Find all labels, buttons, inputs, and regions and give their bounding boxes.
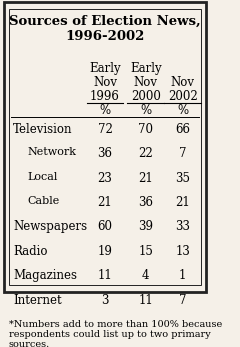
Text: 72: 72 xyxy=(97,123,112,136)
Text: %: % xyxy=(99,104,111,117)
Text: 15: 15 xyxy=(138,245,153,258)
Text: Network: Network xyxy=(27,147,76,157)
Text: Local: Local xyxy=(27,171,58,181)
Text: 22: 22 xyxy=(138,147,153,160)
Text: 7: 7 xyxy=(179,147,186,160)
Text: 1: 1 xyxy=(179,269,186,282)
Text: 35: 35 xyxy=(175,171,190,185)
Text: 36: 36 xyxy=(97,147,113,160)
Text: 19: 19 xyxy=(97,245,112,258)
Text: 33: 33 xyxy=(175,220,190,234)
Text: Nov: Nov xyxy=(171,76,195,89)
Text: Nov: Nov xyxy=(134,76,158,89)
Text: Early: Early xyxy=(130,62,162,75)
Text: Sources of Election News,
1996-2002: Sources of Election News, 1996-2002 xyxy=(9,15,201,43)
Text: 11: 11 xyxy=(98,269,112,282)
Text: Television: Television xyxy=(13,123,72,136)
Text: 2000: 2000 xyxy=(131,90,161,103)
Text: %: % xyxy=(177,104,188,117)
Text: 13: 13 xyxy=(175,245,190,258)
Text: 70: 70 xyxy=(138,123,153,136)
Text: 39: 39 xyxy=(138,220,153,234)
Text: 1996: 1996 xyxy=(90,90,120,103)
Text: Early: Early xyxy=(89,62,121,75)
Text: Nov: Nov xyxy=(93,76,117,89)
Text: Cable: Cable xyxy=(27,196,60,206)
Text: 21: 21 xyxy=(98,196,112,209)
Text: 4: 4 xyxy=(142,269,150,282)
Text: 21: 21 xyxy=(175,196,190,209)
Text: Magazines: Magazines xyxy=(13,269,77,282)
Text: 3: 3 xyxy=(101,294,109,307)
Text: 66: 66 xyxy=(175,123,190,136)
Text: Internet: Internet xyxy=(13,294,62,307)
Text: 23: 23 xyxy=(97,171,112,185)
Text: %: % xyxy=(140,104,151,117)
Text: 60: 60 xyxy=(97,220,113,234)
Text: 2002: 2002 xyxy=(168,90,198,103)
Text: Radio: Radio xyxy=(13,245,48,258)
Text: 21: 21 xyxy=(138,171,153,185)
Text: 7: 7 xyxy=(179,294,186,307)
Text: Newspapers: Newspapers xyxy=(13,220,87,234)
Text: 11: 11 xyxy=(138,294,153,307)
Text: *Numbers add to more than 100% because
respondents could list up to two primary
: *Numbers add to more than 100% because r… xyxy=(9,320,222,347)
Text: 36: 36 xyxy=(138,196,153,209)
